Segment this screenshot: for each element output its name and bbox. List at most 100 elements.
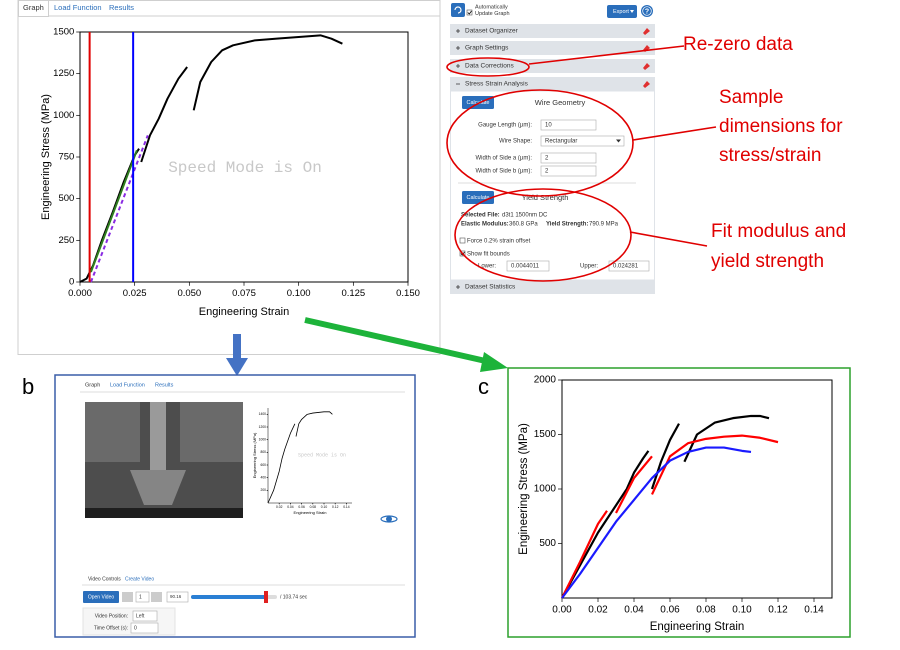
tab[interactable]: Results <box>109 3 134 12</box>
input[interactable] <box>540 152 597 164</box>
input-value: 2 <box>545 156 549 162</box>
y-tick-label: 1000 <box>259 438 267 442</box>
y-tick-label: 800 <box>261 450 267 454</box>
step-back-button[interactable] <box>122 592 133 602</box>
x-tick-label: 0.14 <box>804 605 824 616</box>
image-region <box>85 402 140 462</box>
field-label: Lower: <box>478 264 496 270</box>
open-video-button[interactable] <box>83 591 119 603</box>
x-axis-title: Engineering Strain <box>294 510 327 515</box>
x-tick-label: 0.100 <box>287 288 311 299</box>
line-series <box>89 134 149 283</box>
input-value: 90.16 <box>170 594 182 599</box>
result-value: d3t1 1500nm DC <box>502 213 548 219</box>
time-input[interactable] <box>166 591 189 603</box>
checkbox[interactable] <box>466 9 473 16</box>
callout-text: yield strength <box>711 251 824 272</box>
y-axis-title: Engineering Stress (MPa) <box>518 423 530 555</box>
select[interactable] <box>132 610 158 622</box>
arrow-shaft <box>233 334 241 359</box>
tab[interactable]: Graph <box>23 3 44 12</box>
section-header[interactable] <box>450 59 655 73</box>
slider-fill <box>191 595 266 599</box>
option-label: Update Graph <box>475 11 510 17</box>
dropdown-arrow <box>630 10 634 13</box>
input[interactable] <box>540 165 597 177</box>
x-tick-label: 0.12 <box>332 505 339 509</box>
section-header[interactable] <box>450 77 655 91</box>
checkbox[interactable] <box>459 237 466 244</box>
refresh-icon[interactable] <box>451 3 465 17</box>
y-tick-label: 1250 <box>53 68 74 79</box>
expand-icon <box>456 285 460 289</box>
slider-handle[interactable] <box>264 591 268 603</box>
input[interactable] <box>506 260 550 272</box>
input[interactable] <box>540 119 597 131</box>
section-header[interactable] <box>450 24 655 38</box>
export-button[interactable] <box>607 5 637 18</box>
section-header[interactable] <box>450 280 655 294</box>
select-arrow <box>616 139 621 143</box>
arrow-shaft <box>304 317 491 365</box>
x-tick-label: 0.050 <box>177 288 201 299</box>
section-header[interactable] <box>450 41 655 55</box>
input-value: 10 <box>545 123 552 129</box>
callout-ellipse <box>446 57 530 77</box>
option-label: Show fit bounds <box>467 252 510 258</box>
x-tick-label: 0.10 <box>732 605 752 616</box>
tab[interactable]: Video Controls <box>88 576 121 582</box>
watermark: Speed Mode is On <box>168 159 322 177</box>
field-label: Width of Side b (µm): <box>476 169 533 175</box>
image-base <box>130 470 186 505</box>
panel-frame <box>17 0 441 355</box>
y-tick-label: 1500 <box>534 429 557 440</box>
group-title: Yield Strength <box>522 193 569 202</box>
tab[interactable]: Graph <box>85 382 100 388</box>
x-tick-label: 0.125 <box>341 288 365 299</box>
y-tick-label: 1500 <box>53 27 74 38</box>
result-label: Elastic Modulus: <box>461 222 509 228</box>
button-label: Calculate <box>467 195 490 201</box>
line-series <box>267 411 333 504</box>
x-tick-label: 0.00 <box>552 605 572 616</box>
expand-icons <box>456 29 460 85</box>
button-label: Export <box>613 9 629 15</box>
help-glyph: ? <box>645 8 649 15</box>
arrow-head <box>480 352 508 372</box>
y-tick-label: 500 <box>58 193 74 204</box>
watermark: Speed Mode is On <box>298 452 346 458</box>
tab[interactable]: Create Video <box>125 576 154 582</box>
x-tick-label: 0.150 <box>396 288 420 299</box>
x-axis-title: Engineering Strain <box>199 306 290 318</box>
step-forward-button[interactable] <box>151 592 162 602</box>
y-tick-label: 1000 <box>534 484 557 495</box>
y-axis-title: Engineering Stress (MPa) <box>252 432 257 478</box>
callout-ellipse <box>454 188 632 282</box>
select[interactable] <box>540 135 625 147</box>
x-tick-label: 0.14 <box>343 505 350 509</box>
section-title: Stress Strain Analysis <box>465 81 529 88</box>
callouts <box>446 45 717 282</box>
input[interactable] <box>130 622 159 634</box>
tab[interactable]: Load Function <box>110 382 145 388</box>
line-series <box>89 149 138 273</box>
y-tick-label: 200 <box>261 488 267 492</box>
line-series <box>561 414 770 599</box>
arrow-head <box>226 358 248 376</box>
x-tick-label: 0.08 <box>310 505 317 509</box>
logo-dot <box>386 516 392 522</box>
y-tick-label: 1200 <box>259 425 267 429</box>
x-tick-label: 0.075 <box>232 288 256 299</box>
x-tick-label: 0.04 <box>624 605 644 616</box>
help-ring <box>642 6 652 16</box>
x-tick-label: 0.000 <box>68 288 92 299</box>
x-tick-label: 0.10 <box>321 505 328 509</box>
tab[interactable]: Results <box>155 382 174 388</box>
tab[interactable]: Load Function <box>54 3 102 12</box>
callout-text: Re-zero data <box>683 34 793 55</box>
y-tick-label: 400 <box>261 476 267 480</box>
x-tick-label: 0.02 <box>276 505 283 509</box>
x-tick-label: 0.08 <box>696 605 716 616</box>
frame-input[interactable] <box>135 591 150 603</box>
